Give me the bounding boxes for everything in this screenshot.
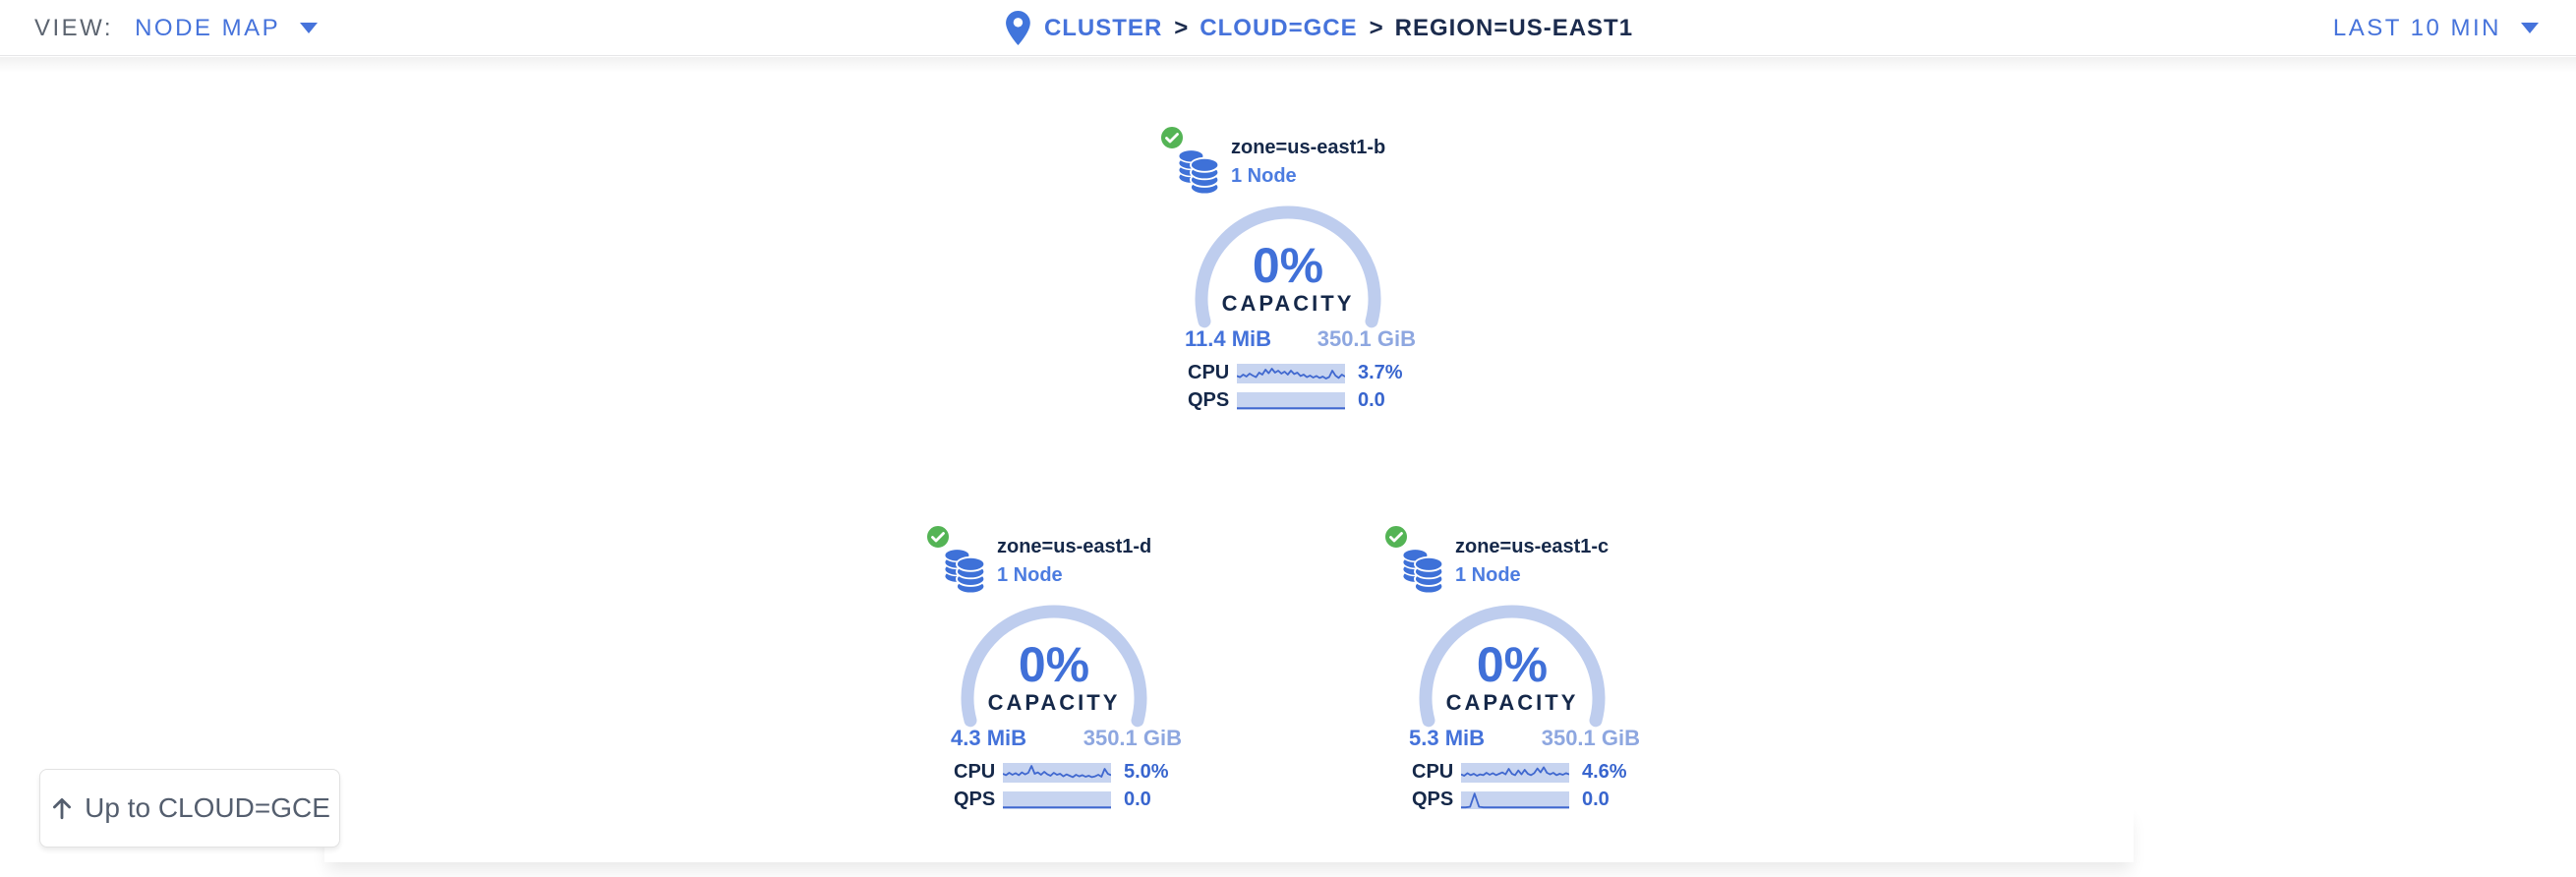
healthy-check-icon: [1159, 125, 1185, 150]
top-bar: VIEW: NODE MAP CLUSTER > CLOUD=GCE > REG…: [0, 0, 2576, 56]
capacity-label: CAPACITY: [987, 690, 1121, 715]
cpu-sparkline: [1003, 762, 1111, 783]
zone-title-block: zone=us-east1-b 1 Node: [1231, 136, 1385, 189]
capacity-gauge-arc: [1195, 205, 1381, 328]
breadcrumb-item-cloud-gce[interactable]: CLOUD=GCE: [1200, 14, 1358, 41]
map-panel-shadow: [324, 806, 2134, 862]
qps-label: QPS: [1412, 789, 1454, 810]
breadcrumb: CLUSTER > CLOUD=GCE > REGION=US-EAST1: [1006, 0, 1633, 56]
capacity-percent: 0%: [1476, 637, 1549, 692]
capacity-total: 350.1 GiB: [1083, 726, 1182, 750]
qps-value: 0.0: [1582, 789, 1610, 810]
breadcrumb-item-current-region: REGION=US-EAST1: [1394, 14, 1634, 41]
zone-title-block: zone=us-east1-c 1 Node: [1455, 535, 1609, 588]
cpu-value: 4.6%: [1582, 761, 1627, 783]
up-button-label: Up to CLOUD=GCE: [85, 792, 330, 823]
qps-value: 0.0: [1124, 789, 1151, 810]
capacity-used: 4.3 MiB: [951, 726, 1027, 750]
qps-sparkline: [1003, 790, 1111, 809]
arrow-up-icon: [49, 795, 75, 821]
capacity-gauge-arc: [961, 605, 1147, 728]
qps-value: 0.0: [1358, 389, 1385, 411]
qps-sparkline: [1461, 790, 1569, 809]
zone-card-us-east1-b[interactable]: zone=us-east1-b 1 Node 0% CAPACITY 11.4 …: [1159, 122, 1416, 427]
cpu-label: CPU: [1412, 761, 1454, 783]
view-selector[interactable]: VIEW: NODE MAP: [34, 0, 319, 56]
capacity-values-row: 11.4 MiB 350.1 GiB: [1185, 326, 1416, 352]
cpu-metric-row: CPU 3.7%: [1188, 362, 1403, 384]
breadcrumb-separator: >: [1369, 14, 1383, 41]
capacity-used: 5.3 MiB: [1409, 726, 1486, 750]
database-stack-icon: [1401, 548, 1444, 595]
database-stack-icon: [1177, 148, 1220, 196]
capacity-total: 350.1 GiB: [1541, 726, 1640, 750]
zone-title-block: zone=us-east1-d 1 Node: [997, 535, 1151, 588]
healthy-check-icon: [925, 524, 951, 550]
time-range-selector[interactable]: LAST 10 MIN: [2333, 0, 2539, 56]
chevron-down-icon: [300, 23, 319, 33]
zone-card-us-east1-d[interactable]: zone=us-east1-d 1 Node 0% CAPACITY 4.3 M…: [925, 521, 1182, 826]
chevron-down-icon: [2521, 23, 2539, 33]
cpu-value: 5.0%: [1124, 761, 1169, 783]
capacity-label: CAPACITY: [1445, 690, 1579, 715]
healthy-check-icon: [1383, 524, 1409, 550]
zone-node-count: 1 Node: [997, 564, 1063, 586]
zone-name: zone=us-east1-b: [1231, 137, 1386, 158]
capacity-values-row: 5.3 MiB 350.1 GiB: [1409, 726, 1640, 751]
zone-node-count: 1 Node: [1455, 564, 1521, 586]
qps-metric-row: QPS 0.0: [954, 789, 1151, 811]
view-label: VIEW:: [34, 14, 114, 41]
capacity-label: CAPACITY: [1221, 291, 1355, 316]
capacity-gauge-arc: [1419, 605, 1606, 728]
capacity-total: 350.1 GiB: [1317, 326, 1416, 351]
cpu-label: CPU: [954, 761, 996, 783]
view-value: NODE MAP: [135, 14, 281, 41]
capacity-percent: 0%: [1018, 637, 1090, 692]
breadcrumb-item-cluster[interactable]: CLUSTER: [1043, 14, 1163, 41]
qps-label: QPS: [1188, 389, 1230, 411]
location-pin-icon: [1006, 11, 1030, 45]
up-to-parent-button[interactable]: Up to CLOUD=GCE: [39, 769, 340, 848]
cpu-sparkline: [1461, 762, 1569, 783]
cpu-sparkline: [1237, 363, 1345, 383]
qps-metric-row: QPS 0.0: [1412, 789, 1610, 811]
zone-card-us-east1-c[interactable]: zone=us-east1-c 1 Node 0% CAPACITY 5.3 M…: [1383, 521, 1640, 826]
breadcrumb-separator: >: [1174, 14, 1189, 41]
capacity-percent: 0%: [1252, 238, 1324, 293]
time-range-value: LAST 10 MIN: [2332, 14, 2501, 41]
cpu-metric-row: CPU 5.0%: [954, 761, 1169, 784]
qps-metric-row: QPS 0.0: [1188, 389, 1385, 412]
zone-name: zone=us-east1-c: [1455, 536, 1610, 557]
cpu-value: 3.7%: [1358, 362, 1403, 383]
capacity-used: 11.4 MiB: [1185, 326, 1272, 351]
zone-node-count: 1 Node: [1231, 165, 1297, 187]
capacity-values-row: 4.3 MiB 350.1 GiB: [951, 726, 1182, 751]
zone-name: zone=us-east1-d: [997, 536, 1152, 557]
qps-label: QPS: [954, 789, 996, 810]
database-stack-icon: [943, 548, 986, 595]
cpu-metric-row: CPU 4.6%: [1412, 761, 1627, 784]
qps-sparkline: [1237, 391, 1345, 410]
cpu-label: CPU: [1188, 362, 1230, 383]
node-map-area: zone=us-east1-b 1 Node 0% CAPACITY 11.4 …: [0, 57, 2576, 877]
